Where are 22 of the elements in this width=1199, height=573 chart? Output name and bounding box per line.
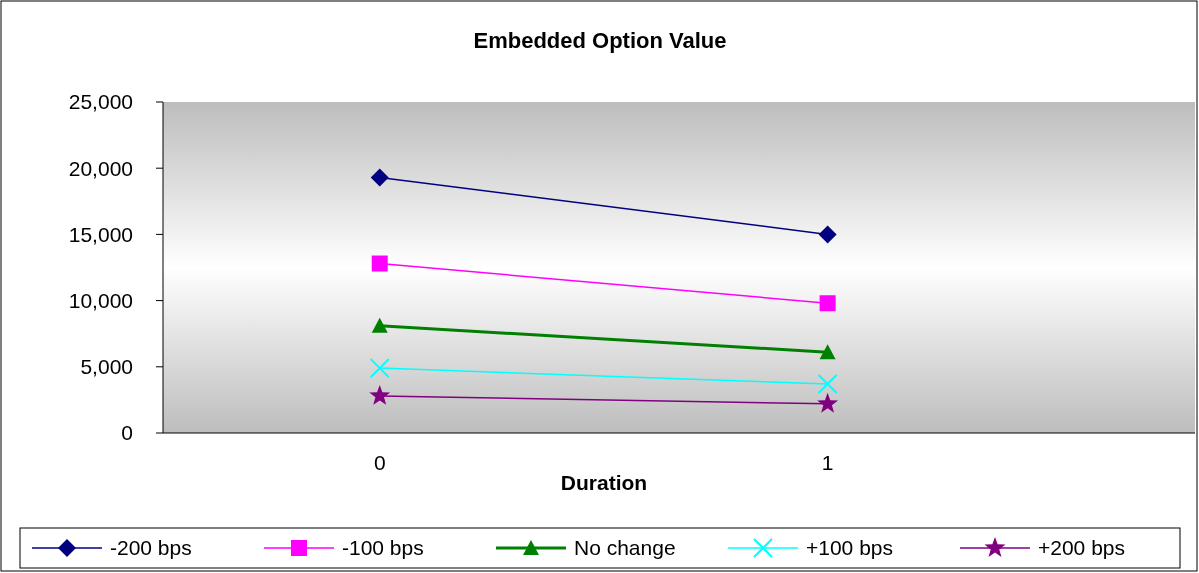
point — [369, 358, 390, 379]
y-tick-label: 20,000 — [68, 156, 133, 180]
legend-label: No change — [574, 536, 676, 560]
legend-label: +100 bps — [806, 536, 893, 560]
y-tick-label: 5,000 — [80, 355, 133, 379]
x-axis-title: Duration — [560, 471, 648, 494]
legend-label: -100 bps — [342, 536, 424, 560]
point — [369, 384, 391, 405]
point — [817, 374, 838, 395]
chart-title: Embedded Option Value — [473, 28, 727, 53]
point — [818, 225, 837, 244]
point — [371, 255, 388, 272]
y-tick-label: 25,000 — [68, 90, 133, 114]
point — [819, 295, 836, 312]
y-tick-label: 15,000 — [68, 222, 133, 246]
legend-label: -200 bps — [110, 536, 192, 560]
legend-label: +200 bps — [1038, 536, 1125, 560]
y-tick-label: 10,000 — [68, 288, 133, 312]
x-tick-label: 1 — [821, 451, 834, 474]
y-tick-label: 0 — [121, 421, 133, 445]
point — [817, 392, 839, 413]
point — [370, 168, 389, 187]
